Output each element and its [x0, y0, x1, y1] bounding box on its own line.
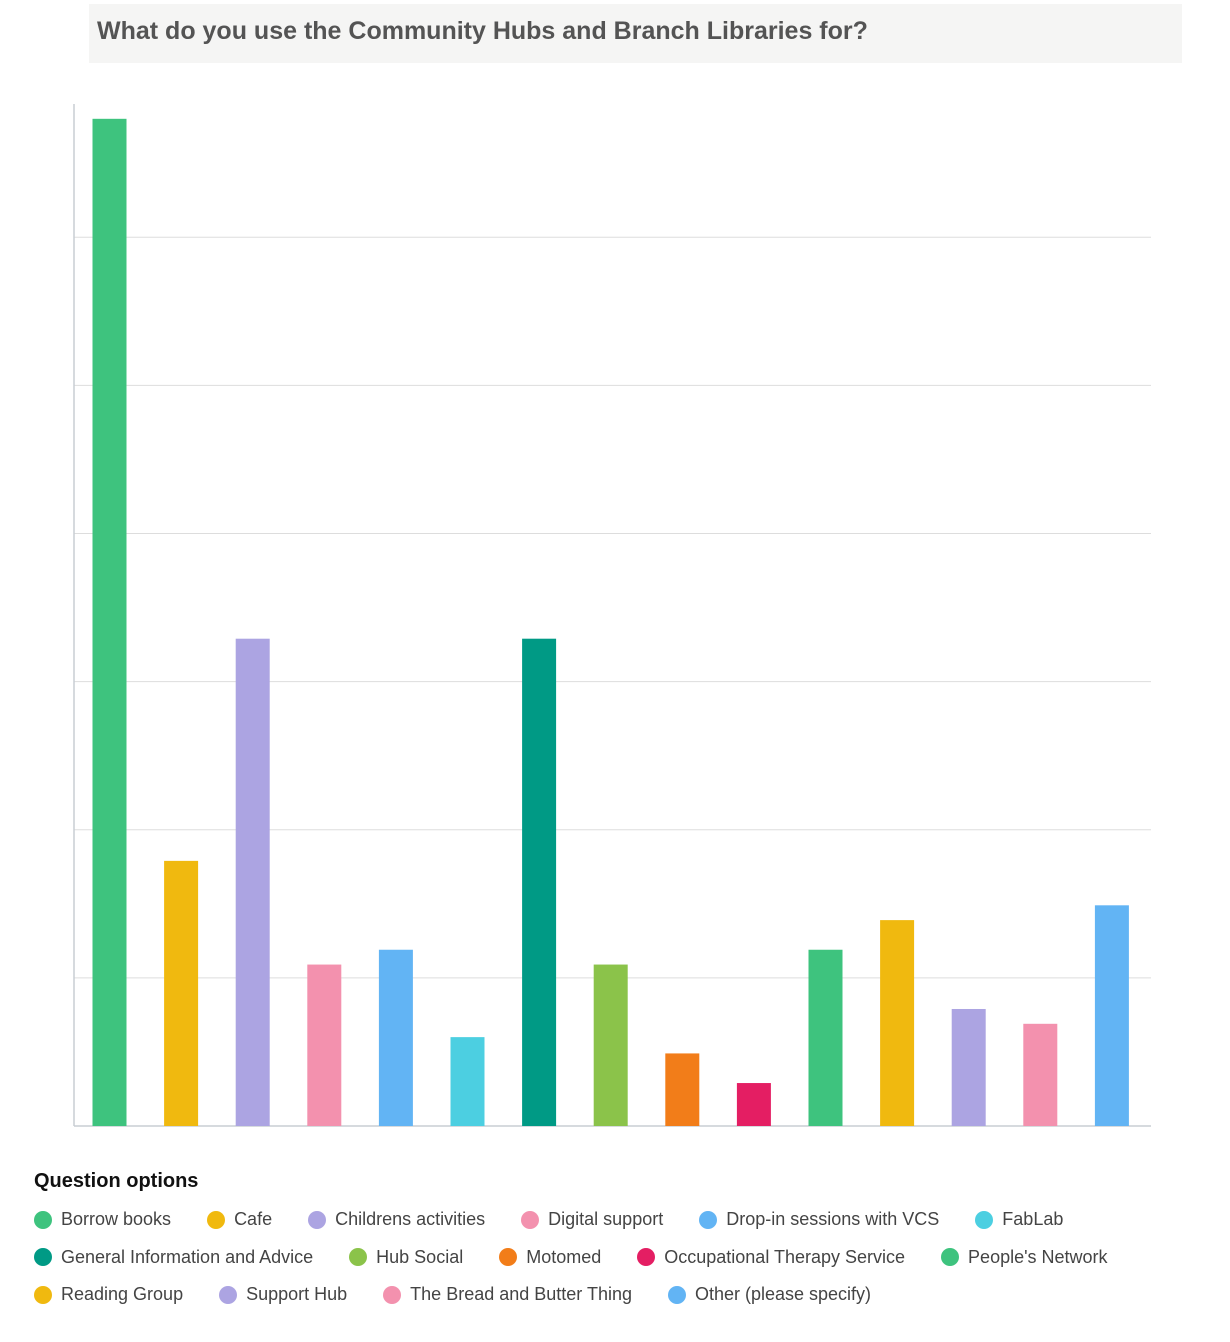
- legend-item-digital-support[interactable]: Digital support: [521, 1209, 663, 1230]
- legend-row-1: General Information and Advice Hub Social…: [34, 1239, 1214, 1277]
- bar-occupational-therapy-service[interactable]: [736, 1083, 771, 1126]
- legend-title: Question options: [34, 1170, 199, 1192]
- legend-label: FabLab: [1002, 1209, 1064, 1230]
- legend-swatch: [219, 1285, 238, 1304]
- legend-swatch: [34, 1248, 52, 1267]
- legend-swatch: [699, 1210, 718, 1229]
- bar-support-hub[interactable]: [951, 1008, 986, 1126]
- legend-label: General Information and Advice: [61, 1246, 314, 1267]
- legend-swatch: [975, 1210, 994, 1229]
- legend-label: Cafe: [234, 1209, 273, 1230]
- legend-label: Drop-in sessions with VCS: [726, 1209, 940, 1230]
- bar-motomed[interactable]: [665, 1053, 700, 1126]
- legend-item-drop-in-sessions-with-vcs[interactable]: Drop-in sessions with VCS: [699, 1209, 939, 1230]
- legend: Question options Borrow books Cafe Childre…: [34, 1170, 1214, 1314]
- bar-drop-in-sessions-with-vcs[interactable]: [378, 949, 413, 1126]
- bar-childrens-activities[interactable]: [235, 638, 270, 1126]
- bar-chart: [73, 104, 1151, 1127]
- legend-label: Reading Group: [61, 1284, 184, 1305]
- legend-item-support-hub[interactable]: Support Hub: [219, 1284, 347, 1305]
- legend-item-general-information-and-advice[interactable]: General Information and Advice: [34, 1247, 313, 1268]
- chart-title-bar: What do you use the Community Hubs and B…: [89, 4, 1182, 63]
- legend-swatch: [34, 1285, 52, 1304]
- legend-label: Motomed: [526, 1246, 602, 1267]
- bar-the-bread-and-butter-thing[interactable]: [1023, 1023, 1058, 1126]
- legend-swatch: [499, 1248, 518, 1267]
- bar-cafe[interactable]: [164, 860, 199, 1126]
- bar-borrow-books[interactable]: [92, 118, 127, 1127]
- legend-swatch: [941, 1248, 960, 1267]
- bar-general-information-and-advice[interactable]: [522, 638, 557, 1126]
- legend-swatch: [383, 1285, 402, 1304]
- legend-swatch: [34, 1210, 52, 1229]
- legend-item-people-s-network[interactable]: People's Network: [941, 1247, 1108, 1268]
- legend-item-childrens-activities[interactable]: Childrens activities: [308, 1209, 485, 1230]
- bar-reading-group[interactable]: [880, 920, 915, 1126]
- legend-label: People's Network: [968, 1246, 1108, 1267]
- legend-item-the-bread-and-butter-thing[interactable]: The Bread and Butter Thing: [383, 1284, 632, 1305]
- legend-swatch: [521, 1210, 540, 1229]
- legend-item-borrow-books[interactable]: Borrow books: [34, 1209, 171, 1230]
- legend-items: Borrow books Cafe Childrens activities Digi…: [34, 1201, 1214, 1314]
- legend-item-motomed[interactable]: Motomed: [499, 1247, 601, 1268]
- legend-label: Borrow books: [61, 1209, 172, 1230]
- legend-swatch: [308, 1210, 327, 1229]
- legend-label: Support Hub: [246, 1284, 348, 1305]
- legend-label: Hub Social: [376, 1246, 464, 1267]
- legend-label: The Bread and Butter Thing: [410, 1284, 632, 1305]
- legend-item-cafe[interactable]: Cafe: [207, 1209, 272, 1230]
- legend-label: Other (please specify): [694, 1284, 872, 1305]
- bar-fablab[interactable]: [450, 1037, 485, 1126]
- legend-item-occupational-therapy-service[interactable]: Occupational Therapy Service: [637, 1247, 905, 1268]
- bar-hub-social[interactable]: [593, 964, 628, 1126]
- bar-digital-support[interactable]: [307, 964, 342, 1126]
- legend-swatch: [349, 1248, 368, 1267]
- legend-row-2: Reading Group Support Hub The Bread and Bu…: [34, 1276, 1214, 1314]
- bar-people-s-network[interactable]: [808, 949, 843, 1126]
- legend-item-reading-group[interactable]: Reading Group: [34, 1284, 183, 1305]
- legend-swatch: [207, 1210, 226, 1229]
- legend-label: Childrens activities: [335, 1209, 486, 1230]
- legend-row-0: Borrow books Cafe Childrens activities Digi…: [34, 1201, 1214, 1239]
- chart-title: What do you use the Community Hubs and B…: [97, 17, 868, 45]
- legend-item-fablab[interactable]: FabLab: [975, 1209, 1063, 1230]
- bar-other-please-specify[interactable]: [1094, 905, 1129, 1126]
- legend-label: Digital support: [548, 1209, 664, 1230]
- legend-item-hub-social[interactable]: Hub Social: [349, 1247, 463, 1268]
- legend-swatch: [637, 1248, 656, 1267]
- legend-label: Occupational Therapy Service: [664, 1246, 906, 1267]
- legend-swatch: [667, 1285, 686, 1304]
- legend-item-other-please-specify[interactable]: Other (please specify): [667, 1284, 872, 1305]
